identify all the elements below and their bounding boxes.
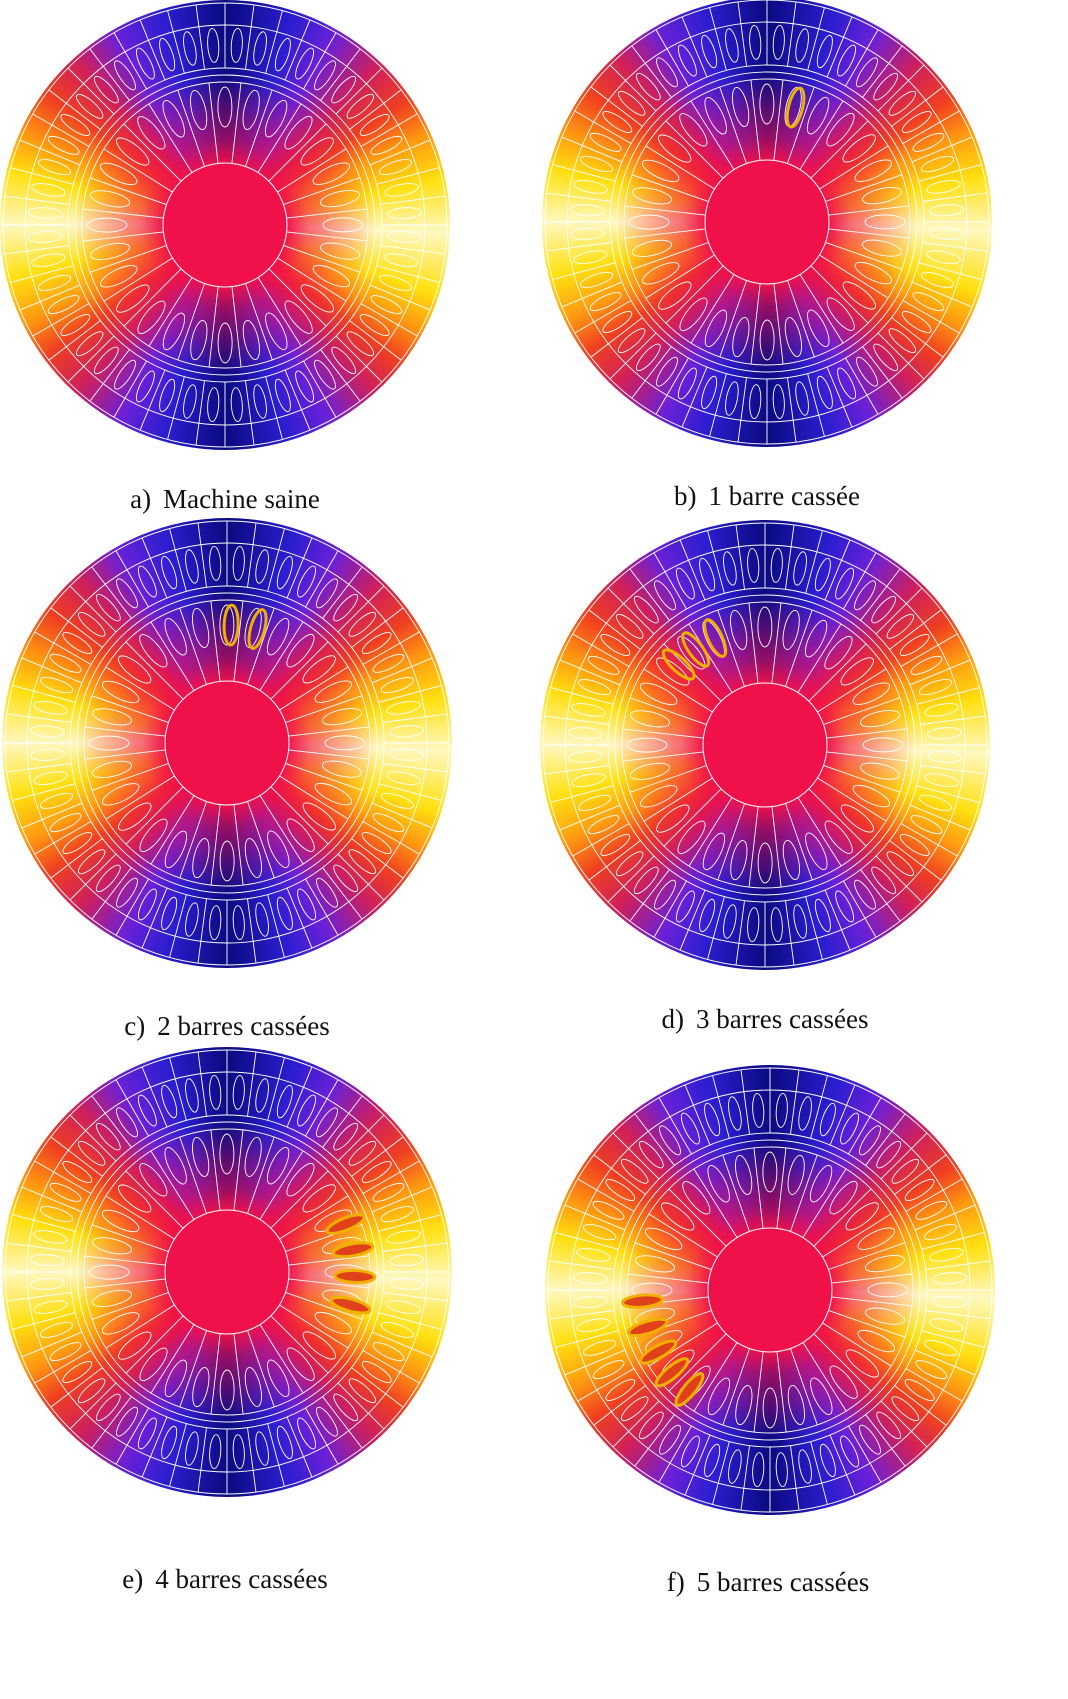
caption-text: 1 barre cassée [709,481,860,511]
mesh [540,520,990,970]
mesh [2,1047,452,1497]
mesh [2,518,452,968]
mesh [0,0,450,450]
caption-text: 4 barres cassées [155,1564,327,1594]
flux-map [2,1047,452,1497]
shaft [705,160,829,284]
broken-bar [335,1270,375,1283]
caption-label: a) [130,484,151,514]
flux-map [545,1065,995,1515]
caption-label: b) [674,481,697,511]
caption: d) 3 barres cassées [662,1004,869,1035]
caption-label: c) [124,1011,145,1041]
mesh [542,0,992,447]
mesh [545,1065,995,1515]
caption-label: d) [662,1004,685,1034]
shaft [163,163,287,287]
caption-text: 2 barres cassées [157,1011,329,1041]
caption-text: Machine saine [163,484,320,514]
shaft [165,681,289,805]
caption-label: f) [667,1567,685,1597]
caption: b) 1 barre cassée [674,481,860,512]
flux-map [540,520,990,970]
caption-label: e) [122,1564,143,1594]
caption: f) 5 barres cassées [667,1567,869,1598]
flux-map [542,0,992,447]
figure-page: a) Machine saine b) 1 barre cassée c) 2 barre… [0,0,1068,1699]
caption: e) 4 barres cassées [122,1564,327,1595]
flux-map [0,0,450,450]
caption-text: 5 barres cassées [697,1567,869,1597]
flux-map [2,518,452,968]
caption-text: 3 barres cassées [696,1004,868,1034]
shaft [165,1210,289,1334]
shaft [708,1228,832,1352]
caption: c) 2 barres cassées [124,1011,329,1042]
caption: a) Machine saine [130,484,320,515]
shaft [703,683,827,807]
